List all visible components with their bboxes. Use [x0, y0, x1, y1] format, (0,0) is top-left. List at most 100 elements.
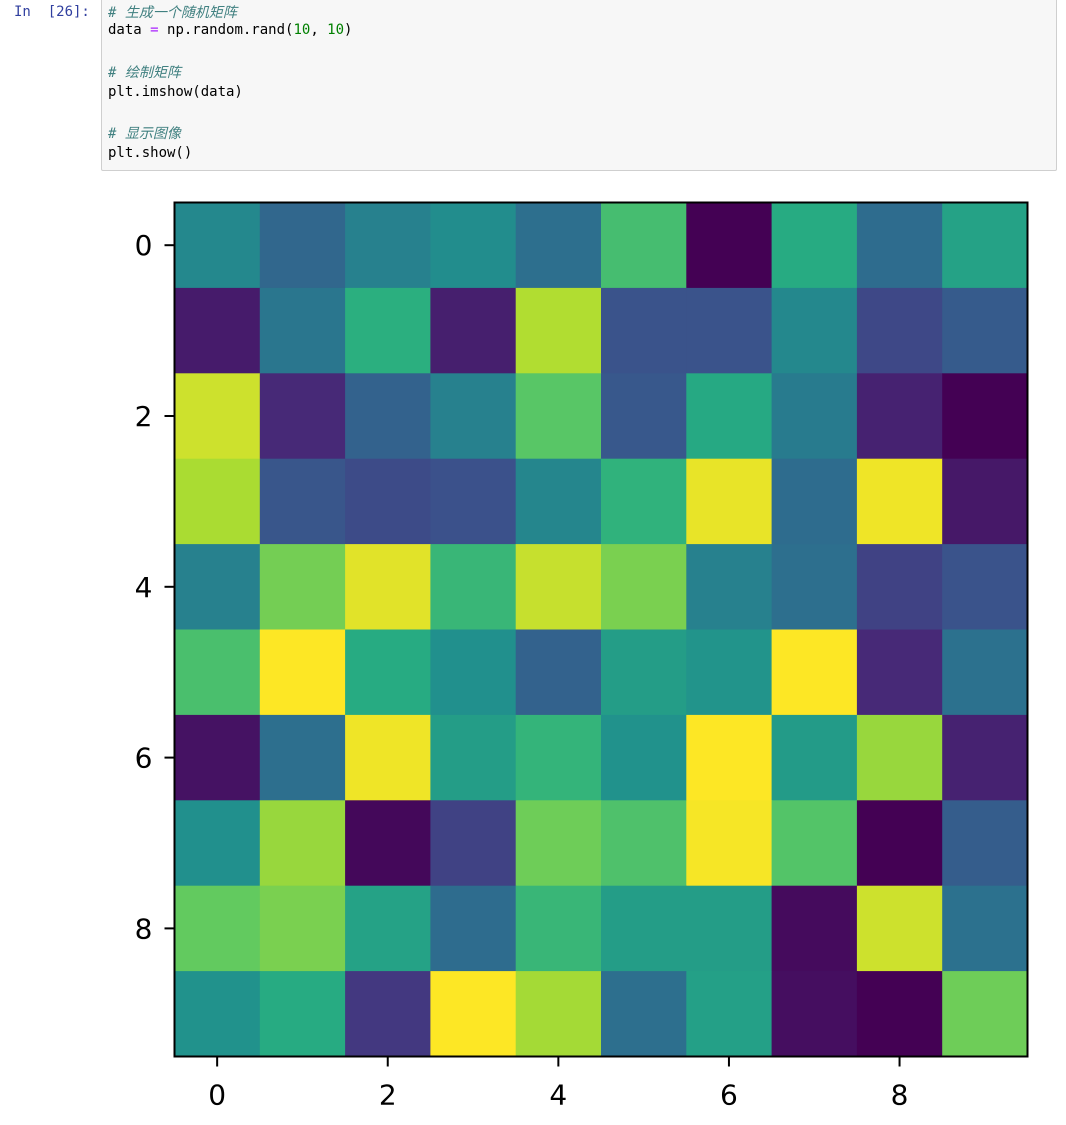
heatmap-cell-r5-c9 [942, 629, 1029, 716]
code-token-operator: = [150, 22, 159, 38]
heatmap-cell-r4-c7 [771, 544, 858, 631]
heatmap-cell-r3-c0 [174, 458, 261, 545]
heatmap-cell-r3-c6 [686, 458, 773, 545]
heatmap-cell-r4-c6 [686, 544, 773, 631]
heatmap-cell-r4-c2 [345, 544, 431, 631]
heatmap-cell-r2-c4 [515, 373, 602, 460]
heatmap-cell-r1-c4 [515, 287, 602, 374]
x-tick-label: 8 [891, 1079, 909, 1112]
heatmap-cell-r8-c1 [259, 885, 346, 972]
heatmap-cell-r7-c0 [174, 800, 261, 887]
heatmap-cell-r6-c4 [515, 714, 602, 801]
heatmap-cell-r6-c7 [771, 714, 858, 801]
heatmap-cell-r4-c0 [174, 544, 261, 631]
heatmap-cell-r1-c7 [771, 287, 858, 374]
heatmap-cell-r9-c0 [174, 971, 261, 1058]
heatmap-cells [174, 202, 1029, 1058]
y-tick-label: 8 [135, 912, 153, 945]
heatmap-cell-r6-c0 [174, 714, 261, 801]
heatmap-cell-r3-c2 [345, 458, 431, 545]
heatmap-cell-r7-c1 [259, 800, 346, 887]
heatmap-cell-r2-c8 [856, 373, 943, 460]
y-tick-label: 2 [135, 400, 153, 433]
cell-output: 0 2 4 6 8 0 2 4 6 8 [0, 180, 1066, 1120]
code-line-1: # 生成一个随机矩阵 [108, 5, 237, 21]
heatmap-cell-r0-c3 [430, 202, 517, 289]
heatmap-cell-r3-c5 [601, 458, 687, 545]
heatmap-cell-r7-c9 [942, 800, 1029, 887]
heatmap-cell-r2-c1 [259, 373, 346, 460]
x-tick-label: 6 [720, 1079, 738, 1112]
axes-frame [173, 201, 1029, 1058]
heatmap-cell-r0-c7 [771, 202, 858, 289]
y-tick-label: 6 [135, 742, 153, 775]
heatmap-cell-r1-c1 [259, 287, 346, 374]
heatmap-cell-r7-c2 [345, 800, 431, 887]
heatmap-cell-r9-c8 [856, 971, 943, 1058]
heatmap-cell-r9-c2 [345, 971, 431, 1058]
heatmap-cell-r7-c7 [771, 800, 858, 887]
code-token: np.random.rand( [158, 22, 294, 38]
heatmap-cell-r8-c7 [771, 885, 858, 972]
heatmap-cell-r7-c6 [686, 800, 773, 887]
x-tick-label: 4 [549, 1079, 567, 1112]
heatmap-cell-r1-c0 [174, 287, 261, 374]
heatmap-cell-r9-c4 [515, 971, 602, 1058]
code-line-8: plt.show() [108, 145, 193, 161]
y-tick-label: 0 [135, 229, 153, 262]
heatmap-cell-r5-c2 [345, 629, 431, 716]
heatmap-cell-r8-c9 [942, 885, 1029, 972]
heatmap-cell-r1-c6 [686, 287, 773, 374]
heatmap-cell-r4-c1 [259, 544, 346, 631]
heatmap-cell-r2-c0 [174, 373, 261, 460]
heatmap-cell-r3-c7 [771, 458, 858, 545]
heatmap-cell-r0-c0 [174, 202, 261, 289]
heatmap-cell-r2-c3 [430, 373, 517, 460]
code-line-7: # 显示图像 [108, 126, 181, 142]
heatmap-cell-r5-c3 [430, 629, 517, 716]
heatmap-cell-r6-c3 [430, 714, 517, 801]
heatmap-cell-r9-c5 [601, 971, 687, 1058]
heatmap-cell-r5-c8 [856, 629, 943, 716]
heatmap-cell-r4-c3 [430, 544, 517, 631]
heatmap-cell-r0-c9 [942, 202, 1029, 289]
heatmap-cell-r4-c5 [601, 544, 687, 631]
y-tick-label: 4 [135, 571, 153, 604]
x-tick-label: 0 [208, 1079, 226, 1112]
heatmap-cell-r1-c2 [345, 287, 431, 374]
heatmap-cell-r3-c3 [430, 458, 517, 545]
axis-ticks: 0 2 4 6 8 0 2 4 6 8 [135, 229, 909, 1111]
heatmap-cell-r5-c6 [686, 629, 773, 716]
heatmap-cell-r6-c2 [345, 714, 431, 801]
heatmap-cell-r8-c0 [174, 885, 261, 972]
heatmap-cell-r2-c7 [771, 373, 858, 460]
code-token-number: 10 [327, 22, 345, 38]
code-editor[interactable]: # 生成一个随机矩阵 data = np.random.rand(10, 10)… [101, 0, 1057, 171]
heatmap-cell-r2-c2 [345, 373, 431, 460]
heatmap-cell-r0-c6 [686, 202, 773, 289]
heatmap-cell-r7-c5 [601, 800, 687, 887]
x-tick-label: 2 [379, 1079, 397, 1112]
heatmap-cell-r6-c5 [601, 714, 687, 801]
heatmap-cell-r0-c8 [856, 202, 943, 289]
heatmap-cell-r5-c4 [515, 629, 602, 716]
heatmap-cell-r7-c8 [856, 800, 943, 887]
cell-prompt: In [26]: [14, 4, 90, 20]
heatmap-cell-r4-c9 [942, 544, 1029, 631]
heatmap-cell-r6-c9 [942, 714, 1029, 801]
heatmap-cell-r8-c6 [686, 885, 773, 972]
heatmap-cell-r9-c9 [942, 971, 1029, 1058]
heatmap-cell-r1-c8 [856, 287, 943, 374]
heatmap-cell-r6-c6 [686, 714, 773, 801]
code-token: ) [344, 22, 353, 38]
heatmap-cell-r0-c1 [259, 202, 346, 289]
heatmap-cell-r5-c1 [259, 629, 346, 716]
heatmap-cell-r9-c3 [430, 971, 517, 1058]
heatmap-cell-r4-c4 [515, 544, 602, 631]
heatmap-cell-r1-c5 [601, 287, 687, 374]
heatmap-cell-r6-c1 [259, 714, 346, 801]
heatmap-cell-r2-c9 [942, 373, 1029, 460]
heatmap-cell-r6-c8 [856, 714, 943, 801]
heatmap-cell-r2-c6 [686, 373, 773, 460]
